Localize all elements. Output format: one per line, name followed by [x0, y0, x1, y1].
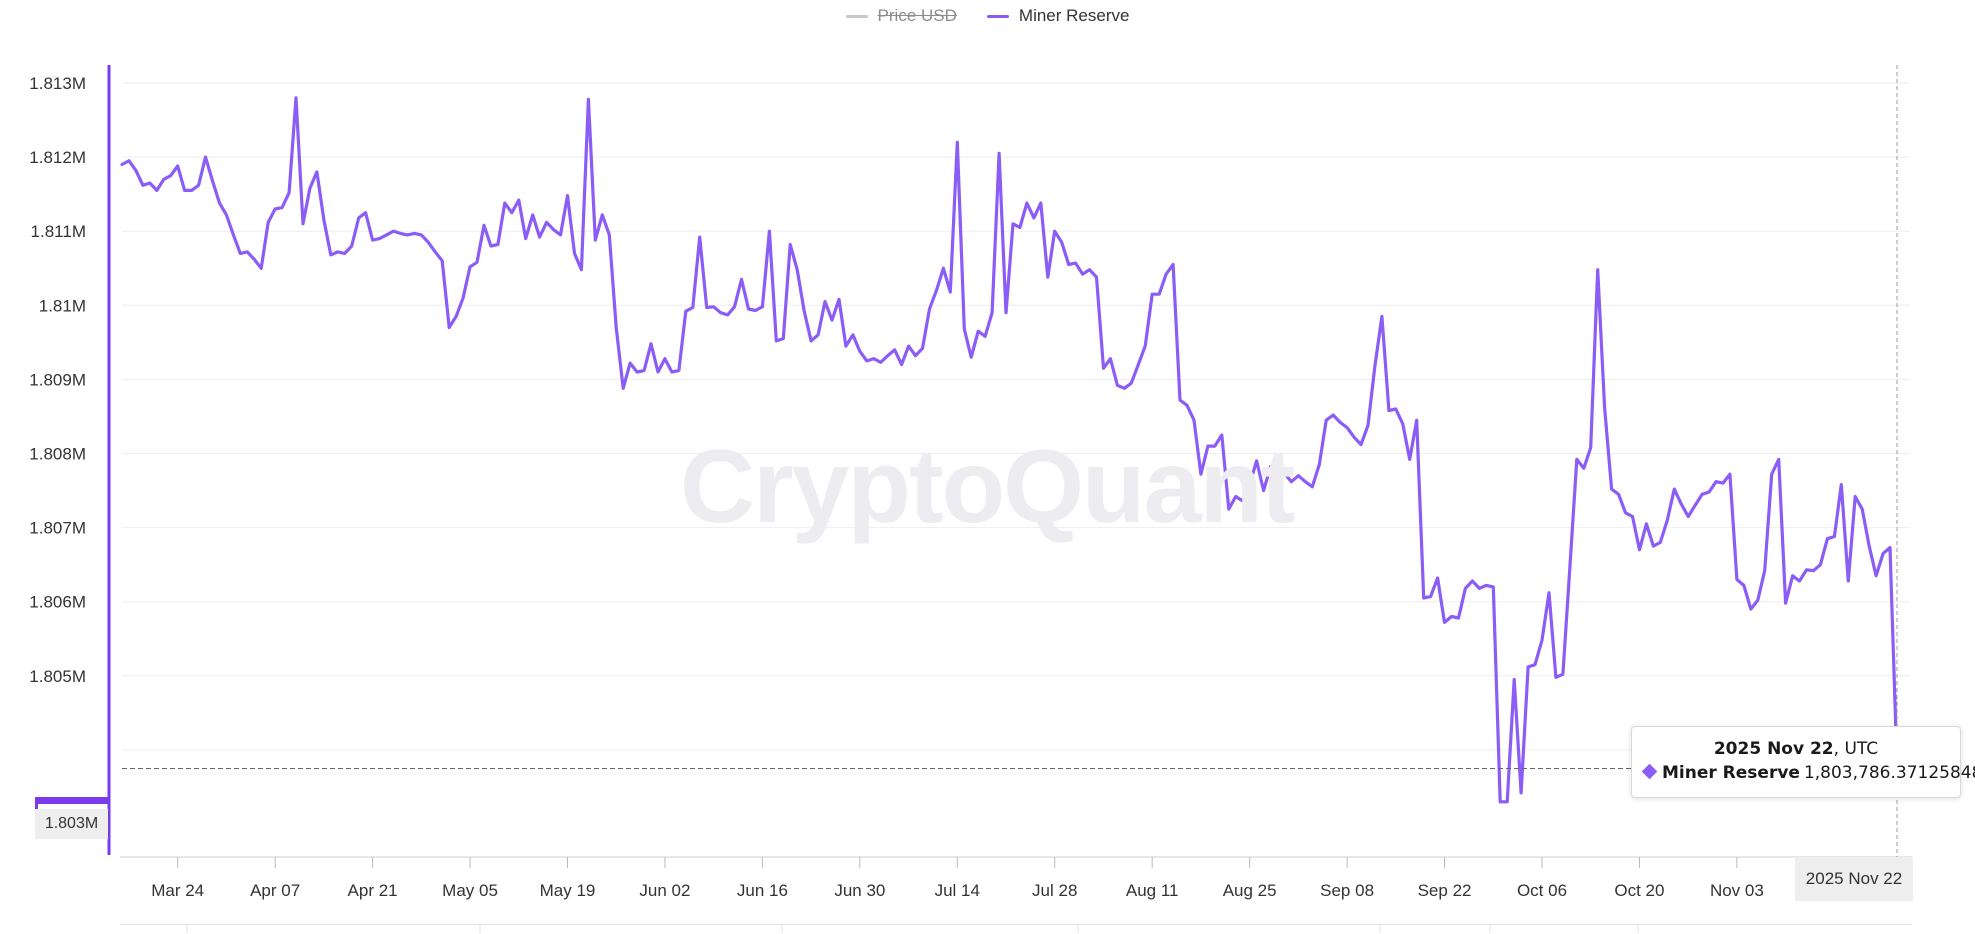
x-tick-label: Aug 11	[1126, 881, 1179, 900]
x-tick-label: May 05	[442, 881, 498, 900]
tooltip-date-bold: 2025 Nov 22	[1713, 739, 1834, 759]
x-tick-label: Oct 06	[1517, 881, 1567, 900]
y-tick-label: 1.811M	[31, 222, 86, 241]
x-tick-label: Jul 14	[935, 881, 980, 900]
tooltip-value: 1,803,786.37125848	[1803, 763, 1975, 783]
y-tick-label: 1.806M	[29, 593, 86, 612]
y-crosshair-marker	[35, 797, 109, 804]
x-tick-label: Apr 07	[250, 881, 300, 900]
y-tick-label: 1.805M	[29, 667, 86, 686]
x-tick-label: May 19	[540, 881, 596, 900]
x-tick-label: Mar 24	[151, 881, 204, 900]
legend-label-price-usd: Price USD	[877, 6, 957, 25]
chart-legend: Price USD Miner Reserve	[0, 6, 1975, 26]
y-tick-label: 1.808M	[29, 445, 86, 464]
legend-swatch-price-usd	[845, 14, 868, 18]
y-tick-label: 1.807M	[29, 519, 86, 538]
x-tick-label: Jul 28	[1032, 881, 1077, 900]
tooltip-series-name: Miner Reserve	[1662, 763, 1800, 783]
legend-item-miner-reserve[interactable]: Miner Reserve	[986, 6, 1130, 26]
x-crosshair-label: 2025 Nov 22	[1795, 857, 1913, 901]
y-tick-label: 1.813M	[29, 74, 86, 93]
x-tick-label: Jun 16	[737, 881, 788, 900]
y-tick-label: 1.809M	[29, 370, 86, 389]
x-tick-label: Jun 30	[834, 881, 885, 900]
y-tick-label: 1.81M	[39, 296, 86, 315]
x-tick-label: Nov 03	[1710, 881, 1764, 900]
x-tick-label: Sep 08	[1320, 881, 1374, 900]
legend-item-price-usd[interactable]: Price USD	[845, 6, 957, 26]
tooltip-date-suffix: , UTC	[1833, 739, 1879, 759]
tooltip-row: Miner Reserve 1,803,786.37125848	[1641, 763, 1975, 783]
legend-swatch-miner-reserve	[986, 14, 1009, 18]
x-tick-label: Oct 20	[1614, 881, 1664, 900]
x-tick-label: Jun 02	[639, 881, 690, 900]
navigator-strip[interactable]	[120, 924, 1912, 934]
x-tick-label: Sep 22	[1418, 881, 1472, 900]
data-tooltip: 2025 Nov 22, UTC Miner Reserve 1,803,786.…	[1631, 726, 1975, 798]
legend-label-miner-reserve: Miner Reserve	[1018, 6, 1130, 25]
tooltip-date: 2025 Nov 22, UTC	[1632, 739, 1960, 759]
y-tick-label: 1.812M	[29, 148, 86, 167]
series-line-miner-reserve	[120, 96, 1899, 804]
watermark-logo: CryptoQuant	[680, 429, 1296, 545]
series-diamond-icon	[1641, 763, 1658, 780]
x-tick-label: Aug 25	[1223, 881, 1277, 900]
x-tick-label: Apr 21	[348, 881, 398, 900]
y-crosshair-label: 1.803M	[35, 809, 108, 839]
